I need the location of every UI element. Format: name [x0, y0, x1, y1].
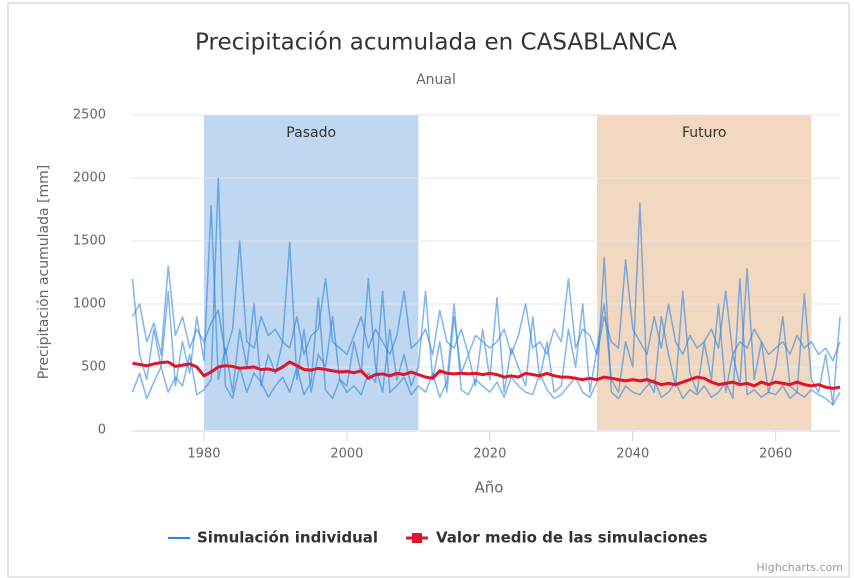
plot-band-label: Futuro	[682, 125, 727, 141]
legend-marker	[412, 533, 422, 543]
plot-band-label: Pasado	[286, 125, 336, 141]
x-tick-label: 2060	[759, 447, 792, 462]
x-axis-label: Año	[475, 479, 504, 497]
y-tick-label: 2500	[73, 108, 106, 123]
y-tick-label: 500	[81, 360, 106, 375]
credit[interactable]: Highcharts.com	[756, 561, 843, 574]
y-tick-label: 2000	[73, 171, 106, 186]
y-axis-label: Precipitación acumulada [mm]	[36, 165, 52, 379]
y-tick-label: 0	[98, 423, 106, 438]
x-tick-label: 2040	[616, 447, 649, 462]
simulation-line	[131, 177, 841, 406]
chart-subtitle: Anual	[416, 72, 456, 88]
x-tick-label: 2020	[473, 447, 506, 462]
mean-line	[132, 360, 841, 390]
simulation-line	[131, 202, 841, 406]
chart-border	[7, 2, 850, 578]
simulation-line	[131, 240, 841, 362]
y-tick-label: 1500	[73, 234, 106, 249]
x-tick-label: 1980	[187, 447, 220, 462]
legend-label: Valor medio de las simulaciones	[436, 529, 708, 547]
chart-title: Precipitación acumulada en CASABLANCA	[195, 30, 677, 56]
legend-label: Simulación individual	[197, 529, 378, 547]
x-tick-label: 2000	[330, 447, 363, 462]
y-tick-label: 1000	[73, 297, 106, 312]
